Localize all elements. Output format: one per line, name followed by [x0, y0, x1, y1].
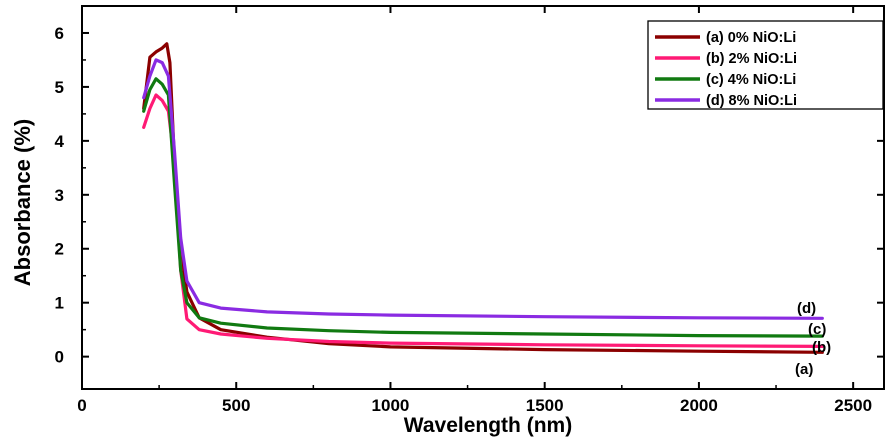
legend: (a) 0% NiO:Li (b) 2% NiO:Li (c) 4% NiO:Li (…: [647, 20, 884, 110]
x-tick-label: 2500: [834, 396, 872, 415]
curve-annotation-2: (c): [808, 321, 826, 338]
y-tick-label: 5: [55, 78, 64, 97]
legend-label-3: (d) 8% NiO:Li: [706, 93, 797, 109]
x-tick-label: 0: [77, 396, 86, 415]
series-line-3: [142, 58, 824, 320]
series-line-0: [142, 42, 824, 354]
series-line-1: [142, 93, 824, 348]
ticks-layer: 0 500 1000 1500 2000 2500 0 1 2 3 4 5 6: [55, 5, 884, 415]
curve-annotation-0: (a): [795, 361, 813, 378]
y-tick-label: 1: [55, 294, 64, 313]
y-tick-label: 4: [55, 132, 65, 151]
y-tick-label: 6: [55, 24, 64, 43]
x-tick-label: 1500: [526, 396, 564, 415]
plot-frame: [81, 5, 885, 390]
curve-annotations: (a) (b)(c) (d): [795, 300, 831, 378]
legend-label-1: (b) 2% NiO:Li: [706, 51, 797, 67]
x-axis-title: Wavelength (nm): [404, 414, 572, 437]
curve-annotation-1: (b): [812, 339, 831, 356]
legend-label-0: (a) 0% NiO:Li: [706, 30, 796, 46]
series-line-2: [142, 77, 824, 338]
y-tick-label: 2: [55, 240, 64, 259]
series-layer: [142, 42, 824, 354]
x-tick-label: 1000: [372, 396, 410, 415]
y-tick-label: 3: [55, 186, 64, 205]
y-axis-title: Absorbance (%): [10, 119, 35, 286]
x-tick-label: 500: [222, 396, 250, 415]
x-tick-label: 2000: [680, 396, 718, 415]
y-tick-label: 0: [55, 348, 64, 367]
curve-annotation-3: (d): [797, 300, 816, 317]
legend-label-2: (c) 4% NiO:Li: [706, 72, 796, 88]
